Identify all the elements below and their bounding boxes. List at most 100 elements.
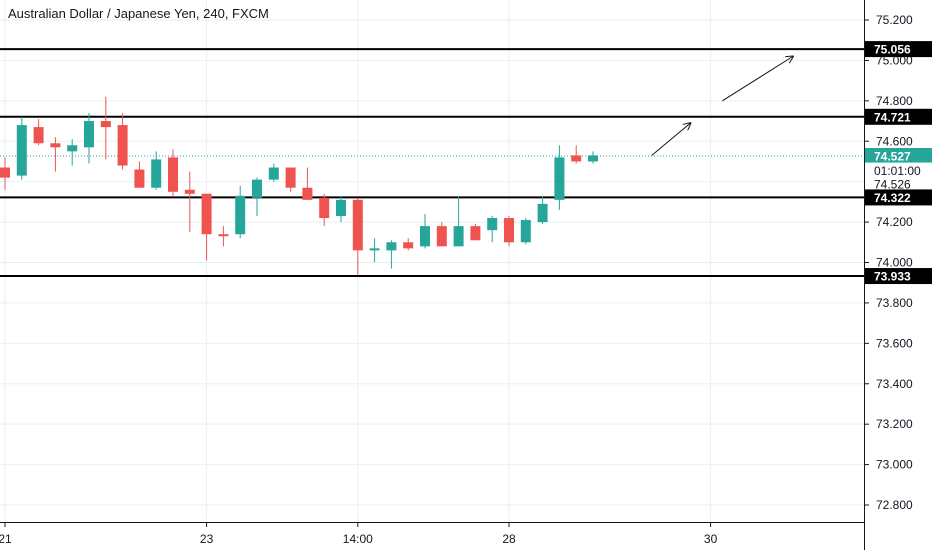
- price-tag-box: [865, 148, 932, 165]
- time-tick-label: 30: [704, 532, 718, 546]
- price-tick-label: 73.000: [876, 458, 913, 472]
- candle-body: [487, 218, 498, 231]
- price-tag: 75.056: [865, 41, 932, 58]
- candle-body: [571, 155, 582, 162]
- candle-down: [302, 167, 313, 200]
- candle-body: [537, 203, 548, 223]
- candle-body: [33, 127, 44, 144]
- price-tag-box: [865, 175, 932, 192]
- candle-body: [67, 145, 78, 152]
- candle-body: [302, 187, 313, 200]
- horizontal-lines: [0, 48, 864, 278]
- candle-up: [252, 177, 262, 217]
- chart-title: Australian Dollar / Japanese Yen, 240, F…: [8, 6, 269, 21]
- candle-up: [67, 139, 78, 166]
- candle-up: [336, 195, 346, 223]
- candle-body: [352, 199, 363, 251]
- time-tick-label: 23: [200, 532, 214, 546]
- candle-body: [386, 242, 397, 251]
- candle-body: [252, 179, 262, 198]
- candle-up: [420, 214, 430, 249]
- candle-body: [403, 242, 414, 249]
- trend-arrow: [722, 56, 793, 102]
- candle-down: [201, 193, 212, 261]
- trend-arrows: [651, 56, 793, 156]
- trend-arrow: [651, 123, 691, 156]
- candle-body: [0, 167, 10, 178]
- candle-body: [201, 193, 212, 235]
- candle-body: [319, 197, 330, 219]
- candle-down: [117, 112, 128, 170]
- candle-body: [117, 125, 128, 166]
- price-tick-label: 73.400: [876, 377, 913, 391]
- candle-down: [134, 161, 145, 188]
- candle-down: [184, 171, 195, 233]
- candle-down: [100, 96, 111, 160]
- candle-down: [0, 157, 10, 190]
- candles: [0, 96, 598, 275]
- price-tag: 74.527: [865, 148, 932, 165]
- grid: [0, 0, 864, 522]
- candle-body: [100, 121, 111, 128]
- candle-up: [268, 163, 279, 182]
- price-tag: 74.526: [865, 175, 932, 192]
- candle-body: [235, 195, 246, 235]
- price-tag: 01:01:00: [865, 162, 932, 179]
- candle-up: [487, 216, 498, 243]
- price-tag-label: 74.322: [874, 191, 911, 205]
- candle-up: [84, 112, 94, 164]
- price-tag: 74.322: [865, 189, 932, 206]
- price-tick-label: 73.800: [876, 296, 913, 310]
- candle-up: [537, 195, 548, 225]
- price-tag-box: [865, 189, 932, 206]
- candle-down: [571, 145, 582, 164]
- candle-body: [420, 226, 430, 247]
- candle-body: [134, 169, 145, 188]
- price-tag-label: 73.933: [874, 270, 911, 284]
- candle-body: [369, 248, 380, 251]
- candle-body: [436, 226, 447, 247]
- candle-up: [588, 151, 598, 164]
- price-tag-box: [865, 162, 932, 179]
- candle-up: [453, 195, 464, 247]
- candle-down: [352, 197, 363, 275]
- candle-body: [84, 121, 94, 148]
- price-tag: 74.721: [865, 108, 932, 125]
- price-tag: 73.933: [865, 268, 932, 285]
- candle-up: [151, 151, 162, 190]
- price-tick-label: 75.200: [876, 13, 913, 27]
- price-tick-label: 74.000: [876, 256, 913, 270]
- candle-up: [386, 240, 397, 269]
- price-tick-label: 74.800: [876, 94, 913, 108]
- price-tick-label: 73.200: [876, 417, 913, 431]
- time-tick-label: 14:00: [343, 532, 373, 546]
- candle-body: [16, 125, 27, 176]
- price-tag-label: 74.527: [874, 150, 911, 164]
- candle-body: [285, 167, 296, 188]
- candle-body: [151, 159, 162, 188]
- candle-body: [470, 226, 481, 241]
- price-tag-box: [865, 108, 932, 125]
- candle-body: [168, 157, 178, 192]
- candle-down: [50, 137, 61, 172]
- price-tag-box: [865, 268, 932, 285]
- candle-down: [319, 193, 330, 227]
- candle-down: [504, 216, 514, 247]
- candle-up: [554, 145, 565, 210]
- price-tick-label: 74.200: [876, 215, 913, 229]
- candle-down: [285, 167, 296, 192]
- price-tag-box: [865, 41, 932, 58]
- time-axis-background: [0, 522, 864, 550]
- candle-body: [50, 143, 61, 148]
- candle-up: [369, 238, 380, 263]
- price-tag-label: 75.056: [874, 43, 911, 57]
- time-tick-label: 28: [502, 532, 516, 546]
- candle-down: [403, 238, 414, 251]
- price-tick-label: 72.800: [876, 498, 913, 512]
- price-tick-label: 74.600: [876, 134, 913, 148]
- price-tag-label: 74.526: [874, 177, 911, 191]
- candle-down: [33, 119, 44, 146]
